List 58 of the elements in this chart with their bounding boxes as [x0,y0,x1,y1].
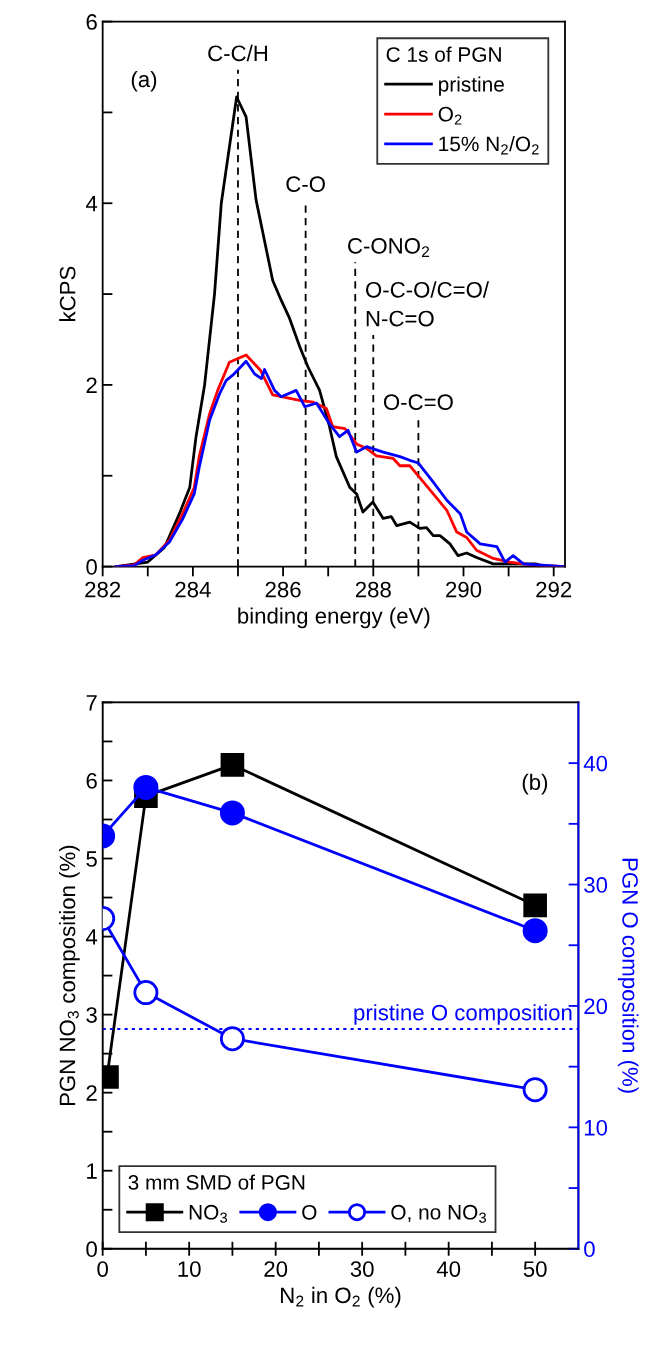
x-tick-label: 20 [264,1261,288,1277]
y-tick-label: 7 [86,695,97,711]
annotation: O-C=O [383,394,453,410]
x-tick-label: 288 [355,581,391,598]
x-tick-label: 50 [523,1261,547,1277]
annotation: C-ONO$_{2}$ [348,237,430,257]
y-tick-label: 2 [86,377,97,393]
y2-axis-title: PGN O composition (%) [617,858,639,1093]
point [133,774,159,800]
legend-label: O, no NO$_{3}$ [391,1204,486,1223]
x-tick-label: 40 [436,1261,461,1277]
x-tick-label: 292 [536,581,572,598]
point [522,1077,548,1103]
point [133,980,159,1006]
y-tick-label: 4 [85,929,98,945]
y-tick-label: 2 [86,1085,97,1101]
annotation: O-C-O/C=O/ N-C=O [366,281,490,327]
legend-label: O [302,1204,317,1220]
y-tick-label: 4 [85,196,98,212]
y-tick-label: 5 [86,851,97,867]
annotation: C-C/H [208,44,268,62]
x-tick-label: 282 [85,581,121,598]
x-axis-title: N$_{2}$ in O$_{2}$ (%) [281,1286,401,1308]
legend-title: C 1s of PGN [386,46,501,62]
y-tick-label: 3 [86,1007,97,1023]
point [522,918,548,944]
point [219,1026,245,1052]
y2-tick-label: 0 [584,1241,595,1258]
x-tick-label: 30 [350,1261,374,1277]
y2-tick-label: 40 [583,755,608,772]
x-tick-label: 0 [97,1261,108,1277]
y-tick-label: 6 [86,773,97,789]
x-tick-label: 284 [175,581,211,598]
x-tick-label: 290 [446,581,482,598]
point [523,893,547,918]
annotation: (b) [522,773,548,795]
legend-label: pristine [439,76,504,96]
y2-tick-label: 10 [584,1119,608,1136]
y-tick-label: 0 [86,559,97,575]
y-tick-label: 6 [86,14,97,30]
y2-tick-label: 20 [584,998,608,1015]
y-axis-title: kCPS [59,266,76,321]
ref-line-label: pristine O composition [354,1004,572,1025]
legend-title: 3 mm SMD of PGN [128,1174,305,1190]
y-tick-label: 0 [86,1241,97,1258]
annotation: (a) [131,70,157,92]
y-tick-label: 1 [87,1163,97,1179]
y2-tick-label: 30 [584,877,608,893]
point [220,753,245,777]
x-axis-title: binding energy (eV) [238,607,430,629]
x-tick-label: 286 [265,581,301,598]
annotation: C-O [286,176,325,192]
x-tick-label: 10 [178,1261,201,1277]
legend-label: NO$_{3}$ [189,1204,227,1223]
point [219,800,245,826]
y-axis-title: PGN NO$_{3}$ composition (%) [59,845,80,1106]
legend-label: O$_{2}$ [438,106,462,125]
legend-label: 15% N$_{2}$/O$_{2}$ [439,135,539,155]
